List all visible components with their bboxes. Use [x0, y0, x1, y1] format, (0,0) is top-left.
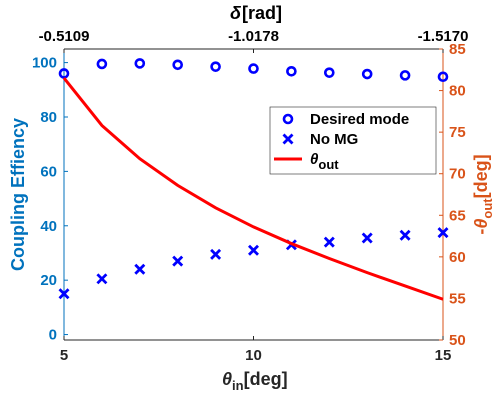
desired-mode-point: [96, 58, 108, 70]
desired-mode-point: [323, 67, 335, 78]
legend-label: θout: [310, 151, 339, 172]
top-tick-label: -1.0178: [228, 28, 279, 45]
y-left-tick-label: 20: [40, 272, 57, 289]
y-right-tick-label: 70: [449, 166, 466, 183]
y-right-tick-label: 85: [449, 41, 466, 58]
top-tick-label: -1.5170: [418, 28, 469, 45]
desired-mode-point: [286, 66, 297, 77]
axis-labels: δ [rad] θin[deg] Coupling Effiency -θout[deg…: [8, 3, 495, 393]
y-left-tick-label: 100: [32, 55, 57, 72]
legend-label: No MG: [310, 131, 358, 148]
legend-label: Desired mode: [310, 111, 409, 128]
desired-mode-point: [437, 71, 449, 83]
desired-mode-point: [134, 58, 146, 69]
y-right-tick-label: 50: [449, 332, 466, 349]
y-left-tick-label: 0: [49, 327, 57, 344]
y-left-tick-label: 40: [40, 218, 57, 235]
legend-marker-circle: [282, 113, 294, 125]
legend-marker-x: [282, 133, 294, 145]
no-mg-point: [58, 288, 70, 300]
desired-mode-point: [361, 68, 373, 80]
no-mg-point: [248, 244, 259, 256]
top-axis-label-symbol: δ: [230, 3, 242, 23]
y-right-tick-label: 80: [449, 83, 466, 100]
legend: Desired mode No MG θout: [269, 106, 437, 175]
legend-box: [269, 106, 437, 175]
desired-mode-point: [58, 68, 70, 79]
x-tick-label: 10: [245, 347, 262, 364]
y-left-tick-label: 60: [40, 163, 57, 180]
no-mg-point: [361, 232, 373, 244]
y-right-axis-label: -θout[deg]: [471, 154, 495, 234]
top-axis-label: [rad]: [242, 3, 282, 23]
y-left-axis-label: Coupling Effiency: [8, 118, 28, 271]
no-mg-point: [134, 263, 146, 275]
y-right-tick-label: 75: [449, 124, 466, 141]
x-tick-label: 15: [435, 347, 452, 364]
no-mg-point: [210, 248, 222, 260]
x-axis-label: θin[deg]: [222, 369, 288, 393]
desired-mode-point: [172, 59, 183, 71]
y-right-tick-label: 65: [449, 207, 466, 224]
desired-mode-point: [248, 63, 259, 74]
axes-layer: 5 10 15 -0.5109 -1.0178 -1.5170 0 20 40 60 80 100 50…: [32, 28, 468, 364]
desired-mode-point: [399, 70, 411, 81]
no-mg-point: [323, 236, 335, 248]
top-tick-label: -0.5109: [39, 28, 90, 45]
y-right-tick-label: 60: [449, 249, 466, 266]
no-mg-point: [96, 273, 108, 285]
y-left-tick-label: 80: [40, 109, 57, 126]
no-mg-point: [172, 255, 184, 267]
no-mg-point: [399, 229, 411, 241]
desired-mode-point: [210, 61, 221, 72]
y-right-tick-label: 55: [449, 290, 466, 307]
x-tick-label: 5: [60, 347, 68, 364]
theta-out-line: [62, 77, 444, 301]
series-layer: [58, 58, 449, 301]
no-mg-point: [437, 227, 449, 239]
